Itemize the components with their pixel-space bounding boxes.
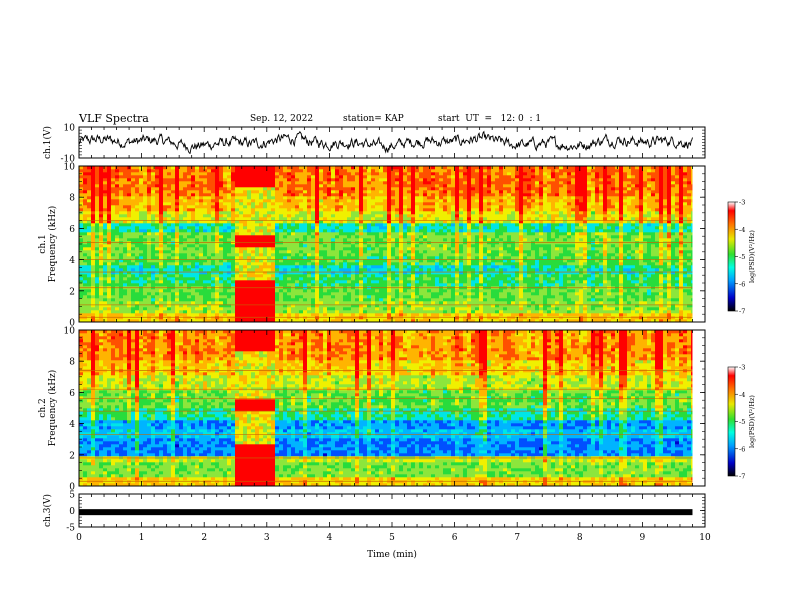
time-axis: 0 1 2 3 4 5 6 7 8 9 10 Time (min) — [76, 533, 711, 560]
y-tick-label: 5 — [69, 491, 75, 501]
colorbar-tick-label: -4 — [739, 226, 745, 234]
x-tick-label: 1 — [139, 533, 145, 543]
spectrogram-cells — [79, 330, 693, 487]
colorbar-label: log(PSD)(V²/Hz) — [748, 230, 756, 283]
y-tick-label: 4 — [69, 420, 75, 430]
station-label: station= KAP — [343, 114, 404, 124]
no-data-area — [692, 330, 705, 486]
y-axis-label: ch.3(V) — [42, 494, 53, 527]
y-tick-label: 6 — [69, 389, 75, 399]
date-label: Sep. 12, 2022 — [250, 114, 314, 124]
x-axis-label: Time (min) — [367, 549, 417, 560]
y-tick-label: 2 — [69, 287, 75, 297]
x-tick-label: 7 — [514, 533, 520, 543]
colorbar-scale — [727, 201, 736, 312]
ch1-trace — [78, 130, 693, 154]
colorbar-label: log(PSD)(V²/Hz) — [748, 395, 756, 448]
y-tick-label: 0 — [69, 483, 75, 493]
x-tick-label: 10 — [699, 533, 711, 543]
colorbar-tick-label: -6 — [739, 445, 745, 453]
figure-title: VLF Spectra — [79, 112, 149, 125]
x-tick-label: 4 — [327, 533, 333, 543]
y-axis-label: ch.1 — [38, 234, 48, 253]
y-tick-label: 10 — [64, 124, 76, 134]
x-tick-label: 2 — [201, 533, 207, 543]
x-tick-label: 9 — [640, 533, 646, 543]
y-tick-label: 8 — [69, 358, 75, 368]
y-axis-label: ch.2 — [38, 398, 48, 417]
y-tick-label: 6 — [69, 225, 75, 235]
ch1-spectrogram-panel: 0 2 4 6 8 10 ch.1 Frequency (kHz) — [38, 163, 706, 329]
ch2-colorbar: -3 -4 -5 -6 -7 log(PSD)(V²/Hz) — [727, 364, 756, 481]
colorbar-tick-label: -6 — [739, 280, 745, 288]
colorbar-tick-label: -3 — [739, 364, 745, 372]
y-tick-label: -5 — [66, 524, 75, 534]
y-tick-label: 10 — [64, 163, 76, 173]
y-tick-label: 0 — [69, 319, 75, 329]
x-tick-label: 3 — [264, 533, 270, 543]
colorbar-tick-label: -5 — [739, 253, 745, 261]
colorbar-tick-label: -4 — [739, 391, 745, 399]
colorbar-tick-label: -7 — [739, 308, 745, 316]
y-axis-label: Frequency (kHz) — [47, 370, 58, 447]
colorbar-tick-label: -7 — [739, 473, 745, 481]
colorbar-tick-label: -3 — [739, 199, 745, 207]
ch2-spectrogram-panel: 0 2 4 6 8 10 ch.2 Frequency (kHz) — [38, 327, 706, 493]
ch1-colorbar: -3 -4 -5 -6 -7 log(PSD)(V²/Hz) — [727, 199, 756, 316]
y-tick-label: 4 — [69, 256, 75, 266]
y-axis-label: ch.1(V) — [42, 126, 53, 159]
y-tick-label: -10 — [61, 155, 76, 165]
y-tick-label: 2 — [69, 451, 75, 461]
ch1-waveform-panel: 10 -10 ch.1(V) — [42, 124, 706, 165]
colorbar-scale — [727, 366, 736, 477]
spectrogram-cells — [79, 166, 693, 323]
y-tick-label: 8 — [69, 194, 75, 204]
x-tick-label: 5 — [389, 533, 395, 543]
x-tick-label: 0 — [76, 533, 82, 543]
no-data-area — [692, 166, 705, 322]
colorbar-tick-label: -5 — [739, 418, 745, 426]
start-time-label: start UT = 12: 0 : 1 — [438, 114, 542, 124]
ch3-waveform-panel: 5 0 -5 ch.3(V) — [42, 491, 706, 534]
y-axis-label: Frequency (kHz) — [47, 206, 58, 283]
x-tick-label: 8 — [577, 533, 583, 543]
ch3-trace — [79, 509, 693, 516]
x-tick-label: 6 — [452, 533, 458, 543]
y-tick-label: 0 — [69, 507, 75, 517]
y-tick-label: 10 — [64, 327, 76, 337]
